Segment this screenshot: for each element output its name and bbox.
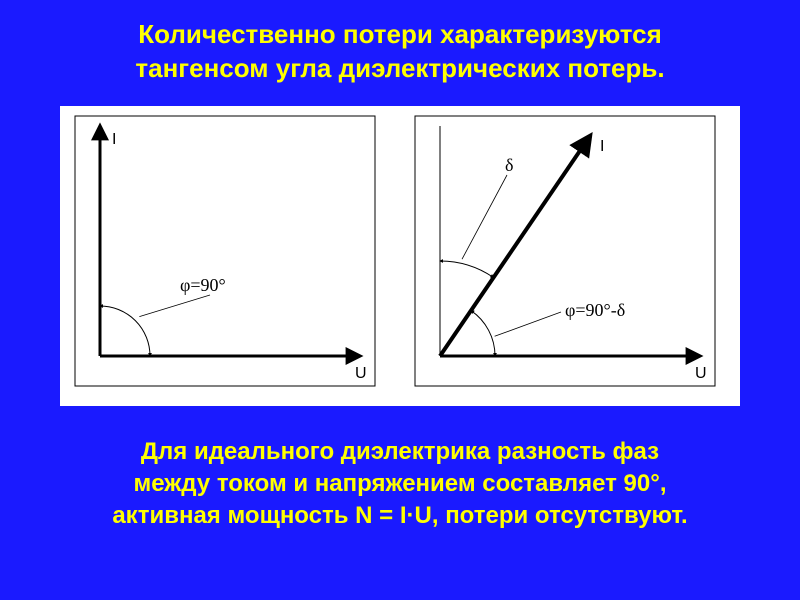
svg-text:φ=90°-δ: φ=90°-δ xyxy=(565,300,625,320)
real-dielectric-plot: I Uφ=90°-δ δ xyxy=(415,116,715,386)
footer-line-2: между током и напряжением составляет 90°… xyxy=(133,470,666,497)
svg-text:φ=90°: φ=90° xyxy=(180,275,226,295)
svg-text:U: U xyxy=(695,365,707,382)
slide-title: Количественно потери характеризуются тан… xyxy=(0,0,800,96)
phasor-svg: I Uφ=90° I Uφ=90°-δ δ xyxy=(60,106,740,406)
ideal-dielectric-plot: I Uφ=90° xyxy=(75,116,375,386)
phasor-diagrams: I Uφ=90° I Uφ=90°-δ δ xyxy=(60,106,740,406)
svg-text:U: U xyxy=(355,365,367,382)
svg-text:I: I xyxy=(112,131,116,148)
footer-line-1: Для идеального диэлектрика разность фаз xyxy=(141,438,659,465)
title-line-2: тангенсом угла диэлектрических потерь. xyxy=(135,53,664,83)
svg-text:δ: δ xyxy=(505,155,513,175)
footer-line-3: активная мощность N = I·U, потери отсутс… xyxy=(112,502,687,529)
title-line-1: Количественно потери характеризуются xyxy=(138,19,662,49)
slide-footer: Для идеального диэлектрика разность фаз … xyxy=(0,416,800,533)
svg-text:I: I xyxy=(600,138,604,155)
